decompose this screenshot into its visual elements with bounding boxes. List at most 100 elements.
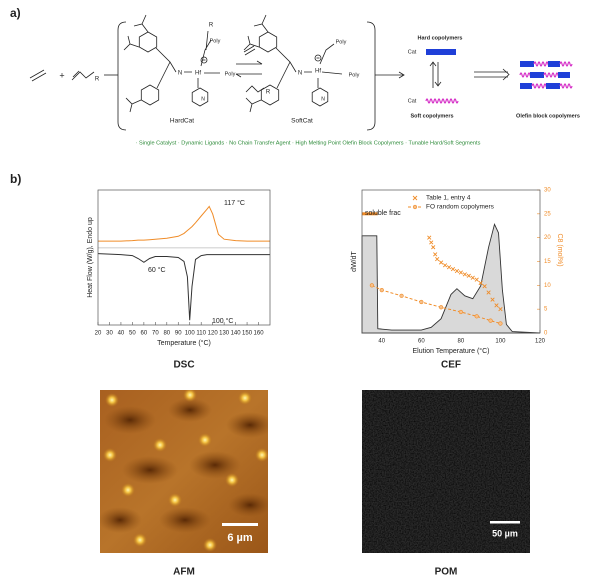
afm-spot xyxy=(198,433,212,447)
y2-tick-label: 20 xyxy=(544,235,551,241)
x-tick-label: 50 xyxy=(129,331,136,337)
scheme-label: Poly xyxy=(225,71,236,77)
ring xyxy=(191,87,209,107)
circle-marker xyxy=(419,299,424,305)
ring xyxy=(260,84,280,106)
x-marker xyxy=(478,280,483,286)
x-marker xyxy=(427,235,432,240)
afm-domain xyxy=(100,507,142,533)
afm-spot xyxy=(168,493,182,507)
x-tick-label: 90 xyxy=(175,331,182,337)
pom-image xyxy=(362,390,530,553)
afm-spot xyxy=(255,448,268,462)
pom-texture xyxy=(362,390,530,553)
afm-spot xyxy=(121,483,135,497)
scheme-label: Hard copolymers xyxy=(418,35,463,41)
bracket xyxy=(117,21,376,131)
y2-tick-label: 30 xyxy=(544,188,551,194)
circle-marker xyxy=(474,314,479,319)
x-tick-label: 100 xyxy=(185,331,196,337)
scale-bar-label: 50 µm xyxy=(492,528,518,538)
x-marker xyxy=(466,273,471,278)
ring xyxy=(311,87,329,107)
x-axis-label: Elution Temperature (°C) xyxy=(413,347,490,355)
soft-block xyxy=(425,98,459,104)
legend-label: FO random copolymers xyxy=(426,204,495,211)
annotation: soluble frac xyxy=(365,210,401,217)
ethylene xyxy=(243,45,256,56)
plot-frame xyxy=(97,189,271,326)
legend-label: Table 1, entry 4 xyxy=(426,195,471,202)
x-tick-label: 140 xyxy=(231,331,242,337)
x-marker xyxy=(486,290,491,295)
x-marker xyxy=(494,303,499,308)
x-marker xyxy=(470,275,475,280)
x-marker xyxy=(438,260,444,265)
x-marker xyxy=(482,284,487,289)
y2-tick-label: 15 xyxy=(544,259,551,265)
afm-domain xyxy=(122,456,178,484)
x-marker xyxy=(435,256,440,262)
circle-marker xyxy=(488,318,493,323)
afm-domain xyxy=(226,412,268,438)
y-axis-label: dW/dT xyxy=(351,250,358,271)
x-tick-label: 80 xyxy=(163,331,170,337)
hard-block xyxy=(546,83,560,89)
y2-tick-label: 0 xyxy=(544,331,548,337)
hard-block xyxy=(530,72,544,78)
circle-marker xyxy=(458,309,463,315)
ethylene xyxy=(29,69,47,82)
scheme-label: N xyxy=(321,96,325,102)
x-tick-label: 150 xyxy=(242,331,253,337)
x-tick-label: 120 xyxy=(535,339,546,345)
afm-spot xyxy=(225,473,239,487)
chart-title: CEF xyxy=(441,360,461,371)
circle-marker xyxy=(399,293,404,298)
afm-domain xyxy=(159,507,211,533)
scheme-label: Poly xyxy=(349,72,360,78)
afm-spot xyxy=(105,393,119,407)
x-tick-label: 40 xyxy=(378,339,385,345)
afm-domain xyxy=(168,398,212,422)
bond xyxy=(123,14,199,113)
legend-symbol xyxy=(412,204,418,210)
x-tick-label: 30 xyxy=(106,331,113,337)
soft-block xyxy=(531,83,549,89)
x-marker xyxy=(490,297,495,302)
circle-marker xyxy=(439,305,444,310)
ring xyxy=(138,31,158,53)
image-caption: POM xyxy=(435,567,458,578)
x-tick-label: 160 xyxy=(254,331,265,337)
bond xyxy=(200,30,220,74)
hard-block xyxy=(426,49,456,55)
x-marker xyxy=(462,272,467,277)
scheme-label: R xyxy=(266,90,271,96)
panel-label: a) xyxy=(10,6,21,20)
y2-tick-label: 10 xyxy=(544,283,551,289)
circle-marker xyxy=(379,288,384,293)
x-marker xyxy=(454,268,460,274)
hard-block xyxy=(520,61,534,67)
hard-block xyxy=(548,61,560,67)
circle-marker xyxy=(498,321,503,326)
afm-image xyxy=(100,390,268,553)
scheme-label: Hf xyxy=(315,69,321,75)
scheme-label: R xyxy=(209,23,214,29)
x-marker xyxy=(446,265,452,270)
scheme-label: N xyxy=(178,71,182,77)
annotation: 60 °C xyxy=(148,266,166,274)
charge xyxy=(314,54,322,62)
equilibrium-arrows xyxy=(429,61,442,88)
x-marker xyxy=(450,267,456,272)
image-caption: AFM xyxy=(173,567,195,578)
soft-block xyxy=(543,72,561,78)
afm-spot xyxy=(238,391,252,405)
x-tick-label: 70 xyxy=(152,331,159,337)
x-axis-label: Temperature (°C) xyxy=(157,339,211,347)
scale-bar xyxy=(490,521,520,524)
scale-bar-label: 6 µm xyxy=(227,532,253,544)
scheme-label: N xyxy=(201,96,205,102)
scheme-label: Hf xyxy=(195,71,201,77)
scheme-label: Poly xyxy=(210,38,221,44)
